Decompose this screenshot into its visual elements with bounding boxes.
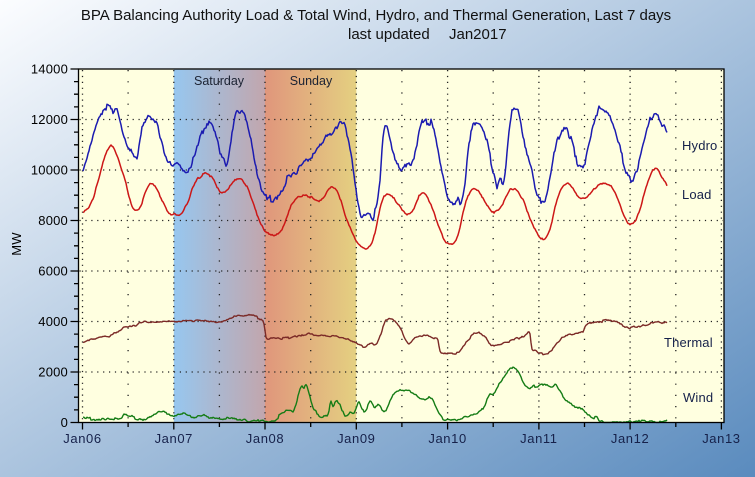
svg-text:4000: 4000 xyxy=(38,314,68,329)
svg-text:8000: 8000 xyxy=(38,213,68,228)
svg-text:BPA Balancing Authority Load &: BPA Balancing Authority Load & Total Win… xyxy=(81,7,671,24)
svg-text:10000: 10000 xyxy=(31,163,68,178)
svg-text:Load: Load xyxy=(682,187,712,202)
svg-text:last updated: last updated xyxy=(348,26,430,43)
svg-text:Jan07: Jan07 xyxy=(155,431,193,446)
svg-text:MW: MW xyxy=(9,232,24,256)
svg-text:Saturday: Saturday xyxy=(194,74,245,88)
svg-text:Jan10: Jan10 xyxy=(428,431,466,446)
svg-text:Sunday: Sunday xyxy=(290,74,333,88)
svg-text:Thermal: Thermal xyxy=(664,335,713,350)
svg-text:2000: 2000 xyxy=(38,365,68,380)
svg-text:14000: 14000 xyxy=(31,62,68,77)
svg-text:Jan2017: Jan2017 xyxy=(449,26,507,43)
svg-text:Jan12: Jan12 xyxy=(611,431,649,446)
svg-text:Jan09: Jan09 xyxy=(337,431,375,446)
svg-text:Hydro: Hydro xyxy=(682,138,717,153)
svg-text:6000: 6000 xyxy=(38,264,68,279)
svg-text:Jan06: Jan06 xyxy=(63,431,101,446)
svg-text:Jan13: Jan13 xyxy=(702,431,740,446)
svg-text:Jan11: Jan11 xyxy=(520,431,557,446)
svg-text:0: 0 xyxy=(61,415,68,430)
svg-text:Wind: Wind xyxy=(683,390,713,405)
svg-text:12000: 12000 xyxy=(31,112,68,127)
svg-text:Jan08: Jan08 xyxy=(246,431,284,446)
